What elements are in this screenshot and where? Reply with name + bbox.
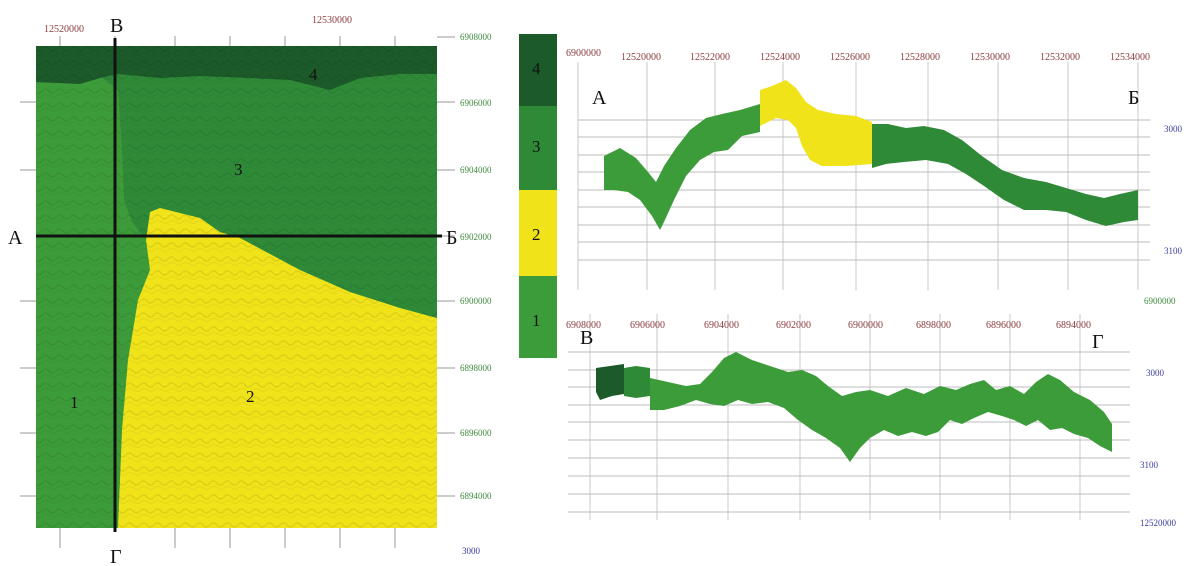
legend-swatch-3 — [519, 106, 557, 190]
map-bottom-right-label: 3000 — [462, 546, 481, 556]
map-right-tick-4: 6902000 — [460, 232, 492, 242]
ab-top-tick-1: 12520000 — [621, 52, 661, 63]
legend-label-3: 3 — [532, 137, 541, 156]
vg-top-tick-4: 6902000 — [776, 320, 811, 331]
ab-bottom-right-label: 6900000 — [1144, 296, 1176, 306]
section-vg-zone-1-band — [650, 352, 1112, 462]
ab-top-tick-6: 12530000 — [970, 52, 1010, 63]
section-ab-zone-2-band — [760, 80, 872, 166]
relief-texture — [36, 46, 437, 528]
legend-swatch-2 — [519, 190, 557, 276]
ab-top-tick-4: 12526000 — [830, 52, 870, 63]
legend-swatch-4 — [519, 34, 557, 106]
map-right-tick-8: 6894000 — [460, 491, 492, 501]
zone-1-label: 1 — [70, 393, 79, 412]
ab-top-tick-3: 12524000 — [760, 52, 800, 63]
map-top-tick-2: 12530000 — [312, 15, 352, 26]
vg-top-tick-6: 6898000 — [916, 320, 951, 331]
section-vg-zone-3-band — [624, 366, 650, 398]
vg-top-tick-5: 6900000 — [848, 320, 883, 331]
section-ab-panel: 6900000 12520000 12522000 12524000 12526… — [566, 48, 1183, 306]
map-letter-g: Г — [110, 546, 122, 566]
vg-top-tick-7: 6896000 — [986, 320, 1021, 331]
legend-label-4: 4 — [532, 59, 541, 78]
zone-4-label: 4 — [309, 65, 318, 84]
section-ab-zone-3-band — [872, 124, 1138, 226]
map-letter-v: В — [110, 15, 123, 37]
zone-3-label: 3 — [234, 160, 243, 179]
map-right-tick-3: 6904000 — [460, 165, 492, 175]
section-ab-zone-1-band — [604, 104, 760, 230]
map-top-tick-1: 12520000 — [44, 24, 84, 35]
map-letter-a: А — [8, 227, 23, 249]
ab-top-tick-2: 12522000 — [690, 52, 730, 63]
map-tick-marks — [20, 36, 455, 548]
map-right-tick-6: 6898000 — [460, 363, 492, 373]
map-right-tick-7: 6896000 — [460, 428, 492, 438]
map-right-tick-2: 6906000 — [460, 98, 492, 108]
vg-start-letter: В — [580, 327, 593, 349]
vg-end-letter: Г — [1092, 331, 1104, 353]
zone-2-label: 2 — [246, 387, 255, 406]
ab-right-label-2: 3100 — [1164, 246, 1183, 256]
ab-end-letter: Б — [1128, 87, 1139, 109]
vg-bottom-right-label: 12520000 — [1140, 518, 1177, 528]
legend-label-2: 2 — [532, 225, 541, 244]
vg-top-tick-1: 6908000 — [566, 320, 601, 331]
map-panel: 12520000 12530000 6908000 6906000 690400… — [8, 15, 492, 566]
ab-left-top-label: 6900000 — [566, 48, 601, 59]
ab-top-tick-5: 12528000 — [900, 52, 940, 63]
map-right-tick-1: 6908000 — [460, 32, 492, 42]
vg-top-tick-3: 6904000 — [704, 320, 739, 331]
ab-top-tick-7: 12532000 — [1040, 52, 1080, 63]
ab-right-label-1: 3000 — [1164, 124, 1183, 134]
section-vg-panel: 6908000 6906000 6904000 6902000 6900000 … — [566, 314, 1177, 528]
legend-swatch-1 — [519, 276, 557, 358]
map-letter-b: Б — [446, 227, 457, 249]
ab-start-letter: А — [592, 87, 607, 109]
vg-top-tick-8: 6894000 — [1056, 320, 1091, 331]
vg-right-label-1: 3000 — [1146, 368, 1165, 378]
legend: 4 3 2 1 — [519, 34, 557, 358]
vg-right-label-2: 3100 — [1140, 460, 1159, 470]
section-ab-vertical-grid — [577, 62, 1139, 290]
vg-top-tick-2: 6906000 — [630, 320, 665, 331]
section-vg-zone-4-band — [596, 364, 624, 400]
map-right-tick-5: 6900000 — [460, 296, 492, 306]
legend-label-1: 1 — [532, 311, 541, 330]
ab-top-tick-8: 12534000 — [1110, 52, 1150, 63]
